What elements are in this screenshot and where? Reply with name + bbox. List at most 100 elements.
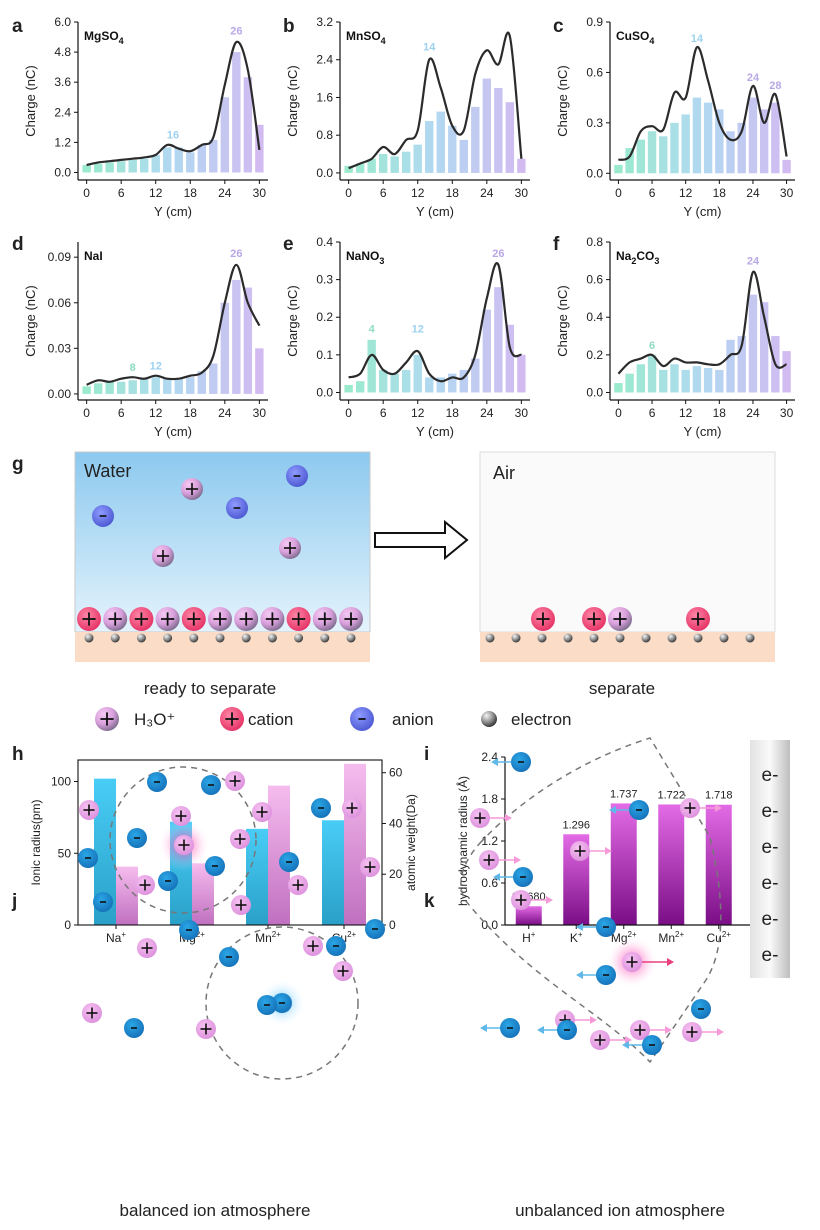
k-cation-8	[682, 1022, 702, 1042]
xtick-label-b: 18	[446, 186, 460, 200]
curve-e	[348, 261, 522, 383]
i-ytick-label: 0.0	[481, 918, 498, 932]
bar-d-20	[197, 371, 206, 394]
i-xtick-label-1: K+	[570, 930, 583, 945]
ylabel-c: Charge (nC)	[555, 65, 570, 137]
ytick-label-b: 1.6	[316, 90, 333, 104]
g-electron-right-2	[537, 633, 547, 643]
xtick-label-c: 24	[746, 186, 760, 200]
bar-e-26	[494, 287, 503, 393]
bar-a-2	[93, 163, 103, 173]
panel-letter-d: d	[12, 234, 24, 255]
legend-anion-icon	[350, 707, 374, 731]
g-right-cation-2	[686, 607, 710, 631]
k-anion-7	[557, 1020, 577, 1040]
ytick-label-d: 0.03	[48, 341, 72, 355]
xtick-label-a: 0	[83, 186, 90, 200]
ylabel-d: Charge (nC)	[23, 285, 38, 357]
bar-d-12	[151, 377, 160, 394]
h-y2tick-label: 20	[389, 867, 403, 881]
xtick-label-a: 30	[253, 186, 267, 200]
xtick-label-a: 24	[218, 186, 232, 200]
j-cation-0	[79, 800, 99, 820]
j-anion-4	[127, 828, 147, 848]
g-h3o-float-0	[181, 478, 203, 500]
xtick-label-e: 6	[380, 406, 387, 420]
g-electron-left-5	[215, 633, 225, 643]
g-electron-left-8	[294, 633, 304, 643]
curve-a	[86, 40, 261, 167]
i-bar-4	[705, 804, 732, 925]
electrode-bar	[750, 740, 790, 978]
g-electron-right-0	[485, 633, 495, 643]
ytick-label-c: 0.0	[586, 166, 603, 180]
bar-c-16	[703, 102, 713, 174]
xtick-label-e: 18	[446, 406, 460, 420]
xtick-label-a: 18	[184, 186, 198, 200]
i-ytick-label: 0.6	[481, 876, 498, 890]
i-data-label-3: 1.722	[657, 789, 685, 801]
h-ytick-label: 100	[51, 775, 71, 789]
annotation-c: 14	[691, 33, 704, 45]
bar-f-6	[647, 354, 657, 393]
i-data-label-2: 1.737	[610, 788, 638, 800]
annotation-b: 14	[423, 41, 436, 53]
panel-g-schematic: Water Air ready to separate separate H₃O…	[74, 451, 776, 731]
h-bar-ionic-radius-2	[246, 828, 268, 925]
j-anion-15	[257, 995, 277, 1015]
bar-b-20	[459, 139, 468, 173]
h-bar-atomic-weight-2	[268, 785, 290, 925]
legend-cation-icon	[220, 707, 244, 731]
j-anion-13	[219, 947, 239, 967]
chart-c: 0.0 0.3 0.6 0.9 0 6 12 18 24 30 Y (cm) Charge (nC) C…	[555, 15, 795, 219]
panel-letter-e: e	[283, 234, 294, 255]
k-anion-0	[511, 752, 531, 772]
bar-f-16	[703, 368, 713, 393]
xtick-label-c: 6	[649, 186, 656, 200]
xtick-label-b: 12	[411, 186, 425, 200]
j-atmosphere-right	[205, 926, 359, 1080]
ytick-label-d: 0.09	[48, 250, 72, 264]
curve-d	[86, 263, 261, 386]
bar-f-10	[670, 364, 679, 393]
j-cation-14	[196, 1019, 216, 1039]
bar-f-0	[614, 383, 623, 393]
k-electron-label-5: e-	[762, 945, 779, 966]
bar-c-14	[692, 97, 702, 174]
i-xtick-label-3: Mn2+	[658, 930, 684, 945]
ylabel-e: Charge (nC)	[285, 285, 300, 357]
i-ytick-label: 1.8	[481, 792, 498, 806]
bar-b-22	[471, 106, 480, 173]
k-caption: unbalanced ion atmosphere	[515, 1201, 725, 1220]
h-y2tick-label: 0	[389, 918, 396, 932]
j-cation-13	[82, 1003, 102, 1023]
bar-c-12	[681, 114, 690, 174]
bar-b-28	[505, 102, 515, 173]
bar-c-8	[659, 136, 668, 174]
air-box	[479, 451, 776, 633]
bar-d-14	[163, 378, 172, 394]
legend-h3o-label: H₃O⁺	[134, 710, 175, 729]
annotation-f: 6	[649, 340, 655, 352]
xtick-label-d: 18	[184, 406, 198, 420]
g-surface-ion-4	[181, 607, 206, 631]
bar-b-26	[494, 88, 503, 173]
xlabel-f: Y (cm)	[683, 424, 721, 439]
g-anion-0	[286, 465, 308, 487]
left-caption: ready to separate	[144, 679, 276, 698]
g-anion-2	[226, 497, 248, 519]
j-anion-5	[158, 871, 178, 891]
ytick-label-a: 4.8	[54, 45, 71, 59]
jk-ions	[78, 752, 724, 1055]
k-electron-label-4: e-	[762, 909, 779, 930]
xlabel-c: Y (cm)	[683, 204, 721, 219]
xtick-label-a: 12	[149, 186, 163, 200]
panel-letter-i: i	[424, 744, 429, 765]
i-ylabel: hydrodynamic radius (Å)	[455, 776, 470, 906]
g-ions	[77, 465, 755, 731]
legend-h3o-icon	[95, 707, 119, 731]
g-surface-ion-10	[339, 607, 363, 631]
i-bar-0	[515, 906, 542, 925]
separation-arrow-icon	[374, 519, 469, 561]
panel-letter-g: g	[12, 454, 24, 475]
